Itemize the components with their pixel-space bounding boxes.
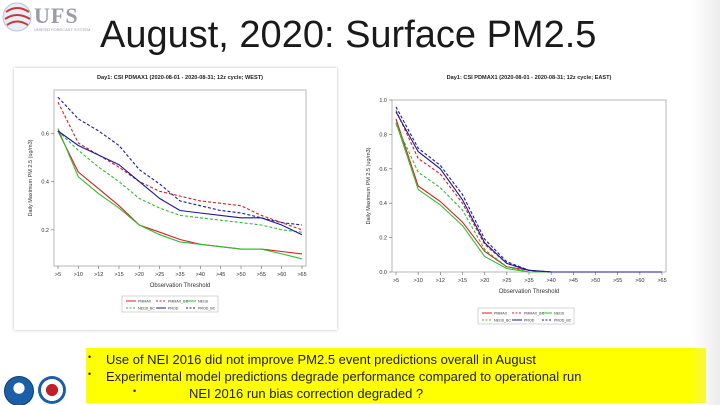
plot-frame <box>391 99 667 273</box>
x-tick-label: >12 <box>436 278 445 284</box>
logo-subtext: UNIFIED FORECAST SYSTEM <box>34 27 91 32</box>
x-tick-label: >45 <box>216 272 225 278</box>
bullet-dot: • <box>88 369 92 379</box>
x-tick-label: >50 <box>236 272 245 278</box>
x-tick-label: >35 <box>175 272 184 278</box>
series-line-nei16-bc <box>57 130 303 233</box>
y-axis-label: Daily Maximum PM 2.5 (ug/m3) <box>28 139 34 216</box>
chart-east: Day1: CSI PDMAX1 (2020-08-01 - 2020-08-3… <box>362 68 678 330</box>
bullet-2-text: Experimental model predictions degrade p… <box>106 369 582 384</box>
x-tick-label: >25 <box>502 278 511 284</box>
x-tick-label: >20 <box>480 278 489 284</box>
bullet-dot: • <box>88 352 92 362</box>
x-tick-label: >50 <box>591 278 600 284</box>
y-axis-label: Daily Maximum PM 2.5 (ug/m3) <box>366 147 372 224</box>
series-line-pmmax-bc <box>57 101 303 231</box>
x-tick-label: >60 <box>635 278 644 284</box>
series-line-nei16 <box>395 122 662 273</box>
x-tick-label: >55 <box>257 272 266 278</box>
x-tick-label: >55 <box>613 278 622 284</box>
x-tick-label: >60 <box>277 272 286 278</box>
legend-label: PMMAX_BC <box>168 300 189 304</box>
series-line-prod <box>57 130 303 236</box>
legend-label: NEI16_BC <box>138 307 155 311</box>
legend-box <box>121 295 219 313</box>
legend-label: NEI16_BC <box>494 319 511 323</box>
ufs-logo: UFS UNIFIED FORECAST SYSTEM <box>0 0 96 36</box>
globe-icon <box>2 2 32 32</box>
legend-label: PMMAX <box>494 312 508 316</box>
summary-box: • Use of NEI 2016 did not improve PM2.5 … <box>86 348 706 403</box>
bullet-1: • Use of NEI 2016 did not improve PM2.5 … <box>88 352 536 367</box>
edge-shade <box>690 0 720 405</box>
logo-text: UFS <box>34 3 79 28</box>
y-tick-label: 1.0 <box>379 98 387 104</box>
series-line-prod-bc <box>395 106 662 273</box>
legend-label: NEI16 <box>554 312 564 316</box>
x-tick-label: >40 <box>546 278 555 284</box>
bullet-2: • Experimental model predictions degrade… <box>88 369 582 384</box>
nws-logo <box>38 376 66 404</box>
slide-title: August, 2020: Surface PM2.5 <box>100 14 597 56</box>
y-tick-label: 0.6 <box>41 131 49 137</box>
x-tick-label: >12 <box>94 272 103 278</box>
chart-west-svg: Day1: CSI PDMAX1 (2020-08-01 - 2020-08-3… <box>28 75 307 313</box>
series-line-pmmax <box>57 130 303 255</box>
legend-box <box>477 307 575 325</box>
legend-label: PROD <box>524 319 535 323</box>
legend-label: NEI16 <box>198 300 208 304</box>
legend-label: PROD <box>168 307 179 311</box>
x-tick-label: >35 <box>524 278 533 284</box>
y-tick-label: 0.4 <box>41 180 49 186</box>
x-axis-label: Observation Threshold <box>150 283 211 289</box>
chart-west: Day1: CSI PDMAX1 (2020-08-01 - 2020-08-3… <box>14 68 337 330</box>
y-tick-label: 0.2 <box>41 228 49 234</box>
x-tick-label: >10 <box>74 272 83 278</box>
y-tick-label: 0.6 <box>379 167 387 173</box>
series-line-prod <box>395 111 662 273</box>
noaa-logo <box>4 376 34 405</box>
y-tick-label: 0.2 <box>379 236 387 242</box>
bullet-dot: • <box>133 386 137 396</box>
x-tick-label: >5 <box>393 278 399 284</box>
x-tick-label: >10 <box>413 278 422 284</box>
bullet-1-text: Use of NEI 2016 did not improve PM2.5 ev… <box>106 352 536 367</box>
x-axis-label: Observation Threshold <box>499 289 560 295</box>
y-tick-label: 0.4 <box>379 201 387 207</box>
x-tick-label: >65 <box>297 272 306 278</box>
y-tick-label: 0.0 <box>379 270 387 276</box>
legend-label: PROD_BC <box>554 319 572 323</box>
sub-bullet-text: NEI 2016 run bias correction degraded ? <box>189 386 424 401</box>
x-tick-label: >25 <box>155 272 164 278</box>
legend-label: PMMAX <box>138 300 152 304</box>
x-tick-label: >65 <box>657 278 666 284</box>
x-tick-label: >15 <box>458 278 467 284</box>
sub-bullet: • NEI 2016 run bias correction degraded … <box>133 386 424 401</box>
series-line-pmmax-bc <box>395 110 662 273</box>
chart-title: Day1: CSI PDMAX1 (2020-08-01 - 2020-08-3… <box>97 75 263 81</box>
series-line-pmmax <box>395 118 662 273</box>
x-tick-label: >20 <box>135 272 144 278</box>
series-line-prod-bc <box>57 96 303 226</box>
x-tick-label: >5 <box>55 272 61 278</box>
chart-title: Day1: CSI PDMAX1 (2020-08-01 - 2020-08-3… <box>447 75 612 81</box>
x-tick-label: >40 <box>196 272 205 278</box>
legend-label: PMMAX_BC <box>524 312 545 316</box>
y-tick-label: 0.8 <box>379 132 387 138</box>
chart-east-svg: Day1: CSI PDMAX1 (2020-08-01 - 2020-08-3… <box>366 75 667 325</box>
legend-label: PROD_BC <box>198 307 216 311</box>
x-tick-label: >15 <box>114 272 123 278</box>
x-tick-label: >45 <box>569 278 578 284</box>
series-line-nei16 <box>57 128 303 260</box>
